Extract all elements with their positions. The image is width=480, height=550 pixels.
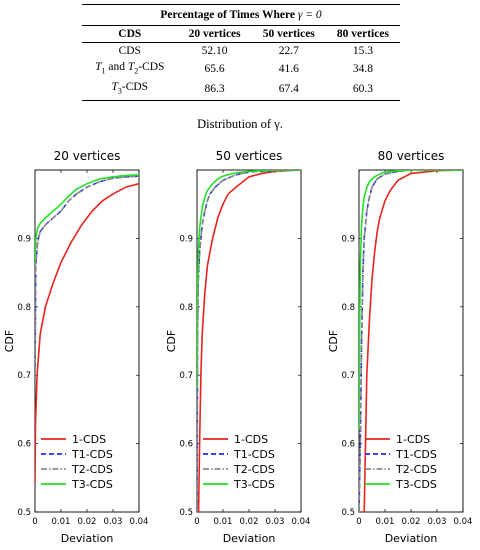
y-axis-label: CDF	[327, 330, 340, 352]
row-value: 34.8	[352, 63, 373, 76]
x-tick-label: 0.01	[214, 517, 233, 527]
y-tick-label: 0.6	[17, 440, 31, 450]
chart-panel-80-vertices: 80 vertices 0.5 0.6 0.7 0.8 0.9 0 0.01 0.02 0.03 0…	[327, 149, 472, 545]
legend-label: T3-CDS	[233, 478, 275, 491]
table-row: CDS 52.10 22.7 15.3	[82, 42, 400, 59]
table-row: T3-CDS 86.3 67.4 60.3	[82, 79, 400, 101]
chart-title: 50 vertices	[216, 149, 283, 163]
series-line-1-cds	[35, 182, 139, 485]
series-line-t3-cds	[35, 173, 139, 263]
table-header-cell: 80 vertices	[325, 25, 400, 43]
x-tick-label: 0.02	[78, 517, 97, 527]
table-header-cell: CDS	[82, 25, 178, 43]
legend-label: T1-CDS	[71, 448, 113, 461]
table-header-cell: 20 vertices	[177, 25, 252, 43]
y-tick-label: 0.8	[17, 303, 31, 313]
series-line-1-cds	[359, 170, 463, 512]
row-value: 60.3	[325, 79, 400, 101]
y-tick-label: 0.7	[341, 371, 355, 381]
table-caption: Percentage of Times Where γ = 0	[82, 5, 400, 26]
legend-label: 1-CDS	[234, 433, 268, 446]
x-tick-label: 0	[32, 517, 37, 527]
y-tick-label: 0.7	[179, 371, 193, 381]
y-tick-label: 0.7	[17, 371, 31, 381]
table-caption-text: Percentage of Times Where	[160, 9, 298, 21]
legend-label: T3-CDS	[395, 478, 437, 491]
y-tick-label: 0.8	[179, 303, 193, 313]
x-tick-label: 0.04	[130, 517, 149, 527]
cdf-figure: 20 vertices 0.5 0.6 0.7 0.8 0.9 0 0.01 0.02 0.03 0…	[3, 149, 472, 545]
x-tick-label: 0.04	[454, 517, 473, 527]
x-tick-label: 0.03	[104, 517, 123, 527]
x-tick-label: 0.04	[292, 517, 311, 527]
y-tick-label: 0.5	[17, 508, 31, 518]
table-caption-symbol: γ = 0	[297, 9, 322, 21]
y-axis-label: CDF	[3, 330, 16, 352]
x-tick-label: 0.02	[240, 517, 259, 527]
x-tick-label: 0.03	[266, 517, 285, 527]
figure-caption: Distribution of γ.	[197, 117, 283, 131]
x-axis-label: Deviation	[385, 532, 438, 545]
series-line-t3-cds	[359, 170, 463, 430]
x-tick-label: 0	[356, 517, 361, 527]
x-tick-label: 0.03	[428, 517, 447, 527]
y-axis-label: CDF	[165, 330, 178, 352]
chart-title: 20 vertices	[54, 149, 121, 163]
table-header-row: CDS 20 vertices 50 vertices 80 vertices	[82, 25, 400, 43]
row-value: 52.10	[177, 42, 252, 59]
y-tick-label: 0.5	[179, 508, 193, 518]
results-table: Percentage of Times Where γ = 0 CDS 20 v…	[82, 4, 400, 101]
legend-label: T1-CDS	[233, 448, 275, 461]
legend-label: T2-CDS	[233, 463, 275, 476]
legend-label: 1-CDS	[396, 433, 430, 446]
y-tick-label: 0.5	[341, 508, 355, 518]
y-tick-label: 0.9	[179, 234, 193, 244]
y-tick-label: 0.6	[179, 440, 193, 450]
table-caption-row: Percentage of Times Where γ = 0	[82, 4, 400, 26]
row-value: 22.7	[251, 42, 326, 59]
y-tick-label: 0.9	[341, 234, 355, 244]
x-axis-label: Deviation	[61, 532, 114, 545]
chart-panel-20-vertices: 20 vertices 0.5 0.6 0.7 0.8 0.9 0 0.01 0.02 0.03 0…	[3, 149, 148, 545]
results-table-container: Percentage of Times Where γ = 0 CDS 20 v…	[82, 4, 400, 101]
legend-label: T2-CDS	[395, 463, 437, 476]
row-value: 41.6	[278, 63, 299, 76]
series-line-1-cds	[197, 170, 301, 512]
series-line-t1-cds	[35, 175, 139, 376]
y-tick-label: 0.9	[17, 234, 31, 244]
series-line-t2-cds	[197, 170, 301, 512]
row-name: T3-CDS	[82, 79, 178, 101]
legend-label: T3-CDS	[71, 478, 113, 491]
x-tick-label: 0.01	[376, 517, 395, 527]
chart-panel-50-vertices: 50 vertices 0.5 0.6 0.7 0.8 0.9 0 0.01 0.02 0.03 0…	[165, 149, 310, 545]
y-tick-label: 0.6	[341, 440, 355, 450]
chart-title: 80 vertices	[378, 149, 445, 163]
row-value: 67.4	[251, 79, 326, 101]
row-value: 86.3	[177, 79, 252, 101]
row-name: CDS	[82, 42, 178, 59]
x-tick-label: 0	[194, 517, 199, 527]
legend-label: T1-CDS	[395, 448, 437, 461]
row-value: 65.6	[204, 63, 225, 76]
series-line-t2-cds	[35, 175, 139, 376]
table-row: T1 and T2-CDS 65.6 41.6 34.8	[82, 59, 400, 79]
legend-label: 1-CDS	[72, 433, 106, 446]
x-tick-label: 0.01	[52, 517, 71, 527]
row-name: T1 and T2-CDS	[95, 61, 165, 76]
y-tick-label: 0.8	[341, 303, 355, 313]
table-header-cell: 50 vertices	[251, 25, 326, 43]
x-axis-label: Deviation	[223, 532, 276, 545]
x-tick-label: 0.02	[402, 517, 421, 527]
row-value: 15.3	[325, 42, 400, 59]
legend-label: T2-CDS	[71, 463, 113, 476]
series-line-t3-cds	[197, 170, 301, 389]
